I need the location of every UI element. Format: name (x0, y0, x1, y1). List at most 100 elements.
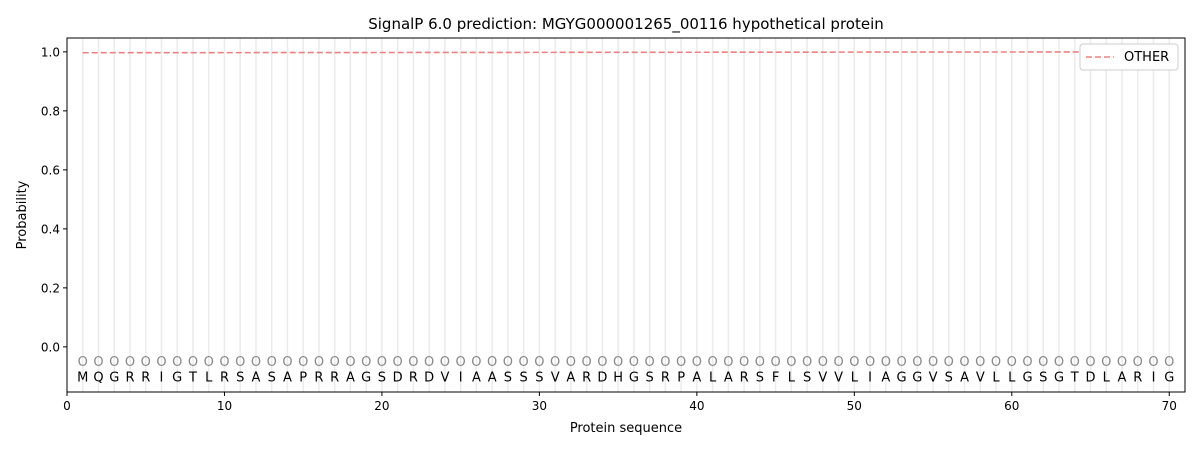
region-label: O (597, 355, 607, 370)
region-label: O (503, 355, 513, 370)
residue-label: D (597, 370, 607, 385)
region-label: O (251, 355, 261, 370)
region-label: O (109, 355, 119, 370)
residue-label: S (803, 370, 811, 385)
residue-label: G (1054, 370, 1064, 385)
chart-title: SignalP 6.0 prediction: MGYG000001265_00… (368, 15, 884, 34)
residue-label: R (314, 370, 323, 385)
residue-label: S (520, 370, 528, 385)
series-other-line (82, 51, 1170, 54)
region-label: O (78, 355, 88, 370)
region-label: O (818, 355, 828, 370)
y-tick-label: 0.0 (41, 340, 60, 354)
region-label: O (125, 355, 135, 370)
region-label: O (849, 355, 859, 370)
residue-label: G (897, 370, 907, 385)
region-label: O (487, 355, 497, 370)
region-label: O (235, 355, 245, 370)
region-label: O (172, 355, 182, 370)
region-label: O (534, 355, 544, 370)
region-label: O (377, 355, 387, 370)
residue-label: D (1086, 370, 1096, 385)
residue-label: D (424, 370, 434, 385)
residue-label: L (1103, 370, 1111, 385)
region-label: O (959, 355, 969, 370)
x-tick-label: 20 (374, 399, 389, 413)
residue-label: P (677, 370, 685, 385)
region-label: O (566, 355, 576, 370)
residue-label: R (1133, 370, 1142, 385)
region-label: O (944, 355, 954, 370)
residue-label: S (756, 370, 764, 385)
residue-label: G (172, 370, 182, 385)
residue-label: I (459, 370, 463, 385)
legend: OTHER (1079, 43, 1179, 71)
region-label: O (1022, 355, 1032, 370)
residue-label: I (1152, 370, 1156, 385)
region-label: O (692, 355, 702, 370)
residue-label: R (661, 370, 670, 385)
region-label: O (519, 355, 529, 370)
region-label: O (1101, 355, 1111, 370)
region-label: O (1148, 355, 1158, 370)
residue-label: A (346, 370, 355, 385)
x-tick-label: 40 (689, 399, 704, 413)
y-tick-label: 0.2 (41, 281, 60, 295)
residue-label: R (330, 370, 339, 385)
residue-label: R (220, 370, 229, 385)
region-label: O (991, 355, 1001, 370)
region-label: O (424, 355, 434, 370)
region-label: O (629, 355, 639, 370)
x-axis-label: Protein sequence (570, 421, 682, 436)
region-label: O (141, 355, 151, 370)
residue-label: G (1164, 370, 1174, 385)
residue-label: S (378, 370, 386, 385)
region-label: O (314, 355, 324, 370)
region-label: O (204, 355, 214, 370)
region-label: O (707, 355, 717, 370)
region-label: O (298, 355, 308, 370)
region-label: O (471, 355, 481, 370)
residue-label: R (409, 370, 418, 385)
region-label: O (912, 355, 922, 370)
residue-label: S (645, 370, 653, 385)
region-label: O (1164, 355, 1174, 370)
residue-label: Q (93, 370, 103, 385)
residue-label: I (160, 370, 164, 385)
region-label: O (613, 355, 623, 370)
residue-label: L (205, 370, 213, 385)
region-label: O (219, 355, 229, 370)
region-label: O (896, 355, 906, 370)
residue-label: G (629, 370, 639, 385)
region-label: O (1117, 355, 1127, 370)
region-label: O (345, 355, 355, 370)
region-label: O (456, 355, 466, 370)
region-label: O (1054, 355, 1064, 370)
region-label: O (93, 355, 103, 370)
residue-label: S (945, 370, 953, 385)
residue-label: A (566, 370, 575, 385)
residue-label: T (188, 370, 197, 385)
region-label: O (802, 355, 812, 370)
residue-label: R (125, 370, 134, 385)
residue-label: H (613, 370, 623, 385)
residue-label: G (912, 370, 922, 385)
residue-label: L (992, 370, 1000, 385)
residue-label: F (772, 370, 779, 385)
residue-label: R (141, 370, 150, 385)
residue-label: G (109, 370, 119, 385)
residue-label: L (709, 370, 717, 385)
x-tick-label: 70 (1162, 399, 1177, 413)
residue-label: A (283, 370, 292, 385)
residue-label: V (440, 370, 449, 385)
region-label: O (440, 355, 450, 370)
region-label: O (1085, 355, 1095, 370)
region-label: O (755, 355, 765, 370)
residue-label: V (818, 370, 827, 385)
y-tick-label: 0.8 (41, 104, 60, 118)
residue-label: S (236, 370, 244, 385)
residue-label: S (535, 370, 543, 385)
x-tick-label: 0 (63, 399, 71, 413)
region-label: O (267, 355, 277, 370)
